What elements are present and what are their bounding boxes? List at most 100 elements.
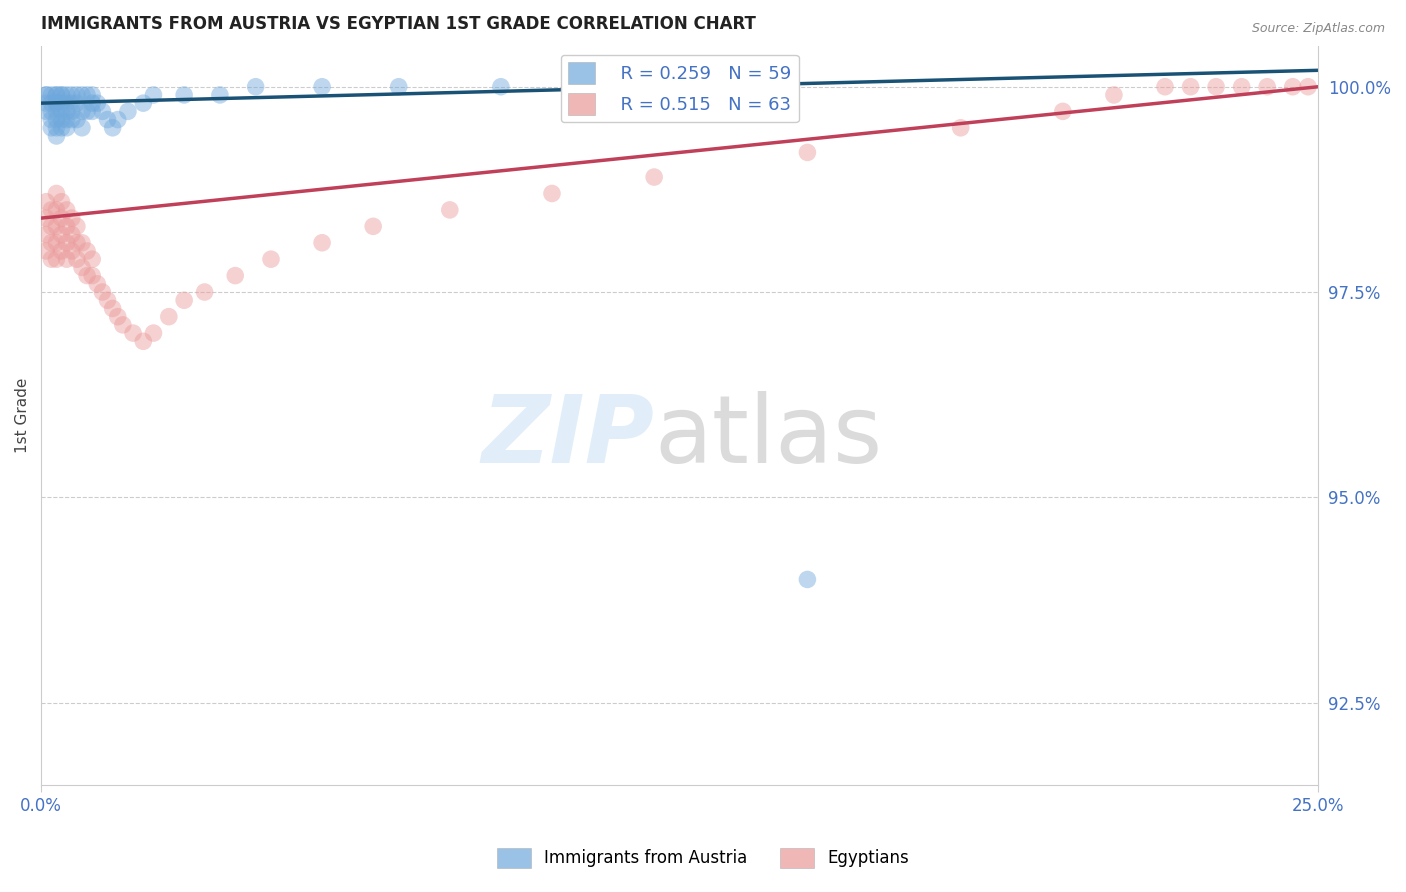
Point xyxy=(361,219,384,234)
Text: IMMIGRANTS FROM AUSTRIA VS EGYPTIAN 1ST GRADE CORRELATION CHART: IMMIGRANTS FROM AUSTRIA VS EGYPTIAN 1ST … xyxy=(41,15,756,33)
Point xyxy=(224,268,246,283)
Text: Source: ZipAtlas.com: Source: ZipAtlas.com xyxy=(1251,22,1385,36)
Point xyxy=(51,194,73,209)
Point xyxy=(51,104,73,119)
Point xyxy=(66,252,89,267)
Point xyxy=(439,202,461,217)
Text: ZIP: ZIP xyxy=(481,392,654,483)
Point xyxy=(91,104,114,119)
Point xyxy=(51,244,73,258)
Point xyxy=(41,112,63,127)
Point xyxy=(45,219,67,234)
Point xyxy=(96,112,118,127)
Point xyxy=(51,96,73,111)
Point xyxy=(86,277,108,291)
Point xyxy=(489,79,512,94)
Point xyxy=(55,235,77,250)
Point xyxy=(132,334,155,349)
Point xyxy=(45,128,67,143)
Point xyxy=(51,87,73,102)
Point xyxy=(76,87,98,102)
Point xyxy=(1296,79,1319,94)
Point xyxy=(45,87,67,102)
Point xyxy=(107,310,129,324)
Point xyxy=(157,310,180,324)
Point xyxy=(1154,79,1177,94)
Point xyxy=(41,104,63,119)
Point xyxy=(60,96,83,111)
Y-axis label: 1st Grade: 1st Grade xyxy=(15,377,30,453)
Point xyxy=(86,96,108,111)
Point xyxy=(55,112,77,127)
Point xyxy=(66,96,89,111)
Point xyxy=(101,120,124,135)
Point xyxy=(388,79,411,94)
Point xyxy=(1205,79,1227,94)
Point xyxy=(60,244,83,258)
Point xyxy=(41,219,63,234)
Point xyxy=(70,235,93,250)
Point xyxy=(60,211,83,226)
Point xyxy=(60,112,83,127)
Point xyxy=(1281,79,1303,94)
Point xyxy=(66,219,89,234)
Point xyxy=(55,87,77,102)
Point xyxy=(45,120,67,135)
Point xyxy=(70,87,93,102)
Point xyxy=(82,268,104,283)
Point xyxy=(796,573,818,587)
Point xyxy=(60,104,83,119)
Point xyxy=(96,293,118,308)
Point xyxy=(35,87,58,102)
Point xyxy=(35,227,58,242)
Point xyxy=(76,104,98,119)
Point xyxy=(82,252,104,267)
Point xyxy=(796,145,818,160)
Point xyxy=(45,235,67,250)
Point xyxy=(91,285,114,299)
Point xyxy=(82,87,104,102)
Point xyxy=(60,227,83,242)
Point xyxy=(111,318,134,332)
Point xyxy=(173,293,195,308)
Point xyxy=(41,87,63,102)
Point xyxy=(55,96,77,111)
Point xyxy=(311,235,333,250)
Point xyxy=(45,96,67,111)
Point xyxy=(51,227,73,242)
Point xyxy=(117,104,139,119)
Point xyxy=(260,252,283,267)
Point xyxy=(70,104,93,119)
Point xyxy=(66,235,89,250)
Point xyxy=(45,96,67,111)
Point xyxy=(55,252,77,267)
Point xyxy=(643,79,665,94)
Point xyxy=(82,96,104,111)
Point xyxy=(51,120,73,135)
Point xyxy=(107,112,129,127)
Point xyxy=(541,186,564,201)
Point xyxy=(41,252,63,267)
Point xyxy=(643,169,665,184)
Point xyxy=(51,112,73,127)
Point xyxy=(82,104,104,119)
Point xyxy=(1230,79,1253,94)
Point xyxy=(60,87,83,102)
Point xyxy=(208,87,231,102)
Point xyxy=(1256,79,1278,94)
Point xyxy=(45,202,67,217)
Point xyxy=(41,202,63,217)
Point xyxy=(66,112,89,127)
Point xyxy=(45,87,67,102)
Point xyxy=(55,104,77,119)
Point xyxy=(35,244,58,258)
Point xyxy=(70,260,93,275)
Point xyxy=(51,211,73,226)
Point xyxy=(35,194,58,209)
Point xyxy=(173,87,195,102)
Point xyxy=(41,96,63,111)
Point xyxy=(41,120,63,135)
Point xyxy=(45,112,67,127)
Point xyxy=(55,202,77,217)
Point xyxy=(142,87,165,102)
